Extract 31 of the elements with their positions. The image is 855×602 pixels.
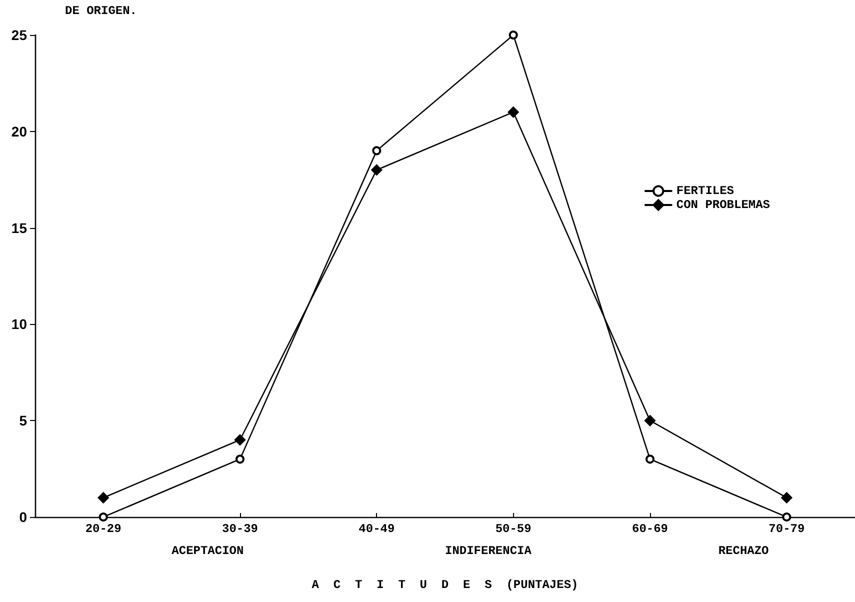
point bbox=[236, 454, 244, 464]
y-tick-label: 15 bbox=[11, 220, 28, 236]
x-tick-label: 40-49 bbox=[358, 522, 395, 536]
point bbox=[234, 434, 246, 446]
point bbox=[781, 492, 792, 504]
x-tick-label: 70-79 bbox=[768, 522, 805, 536]
point bbox=[782, 512, 792, 522]
text: RECHAZO bbox=[718, 544, 769, 558]
y-tick-label: 5 bbox=[19, 412, 28, 429]
y-tick-label: 20 bbox=[11, 123, 28, 140]
x-axis-title: A C T I T U D E S (PUNTAJES) bbox=[312, 578, 578, 592]
point bbox=[508, 106, 519, 118]
legend-label: CON PROBLEMAS bbox=[676, 198, 770, 212]
y-tick-label: 25 bbox=[11, 27, 28, 43]
legend-label: FERTILES bbox=[676, 184, 734, 198]
y-tick-label: 0 bbox=[19, 509, 28, 525]
x-tick-label: 50-59 bbox=[495, 522, 532, 536]
y-tick-label: 10 bbox=[11, 316, 28, 332]
text: INDIFERENCIA bbox=[444, 544, 532, 558]
point bbox=[98, 512, 108, 522]
point bbox=[508, 30, 518, 40]
chart-title: DE ORIGEN. bbox=[65, 4, 138, 18]
point bbox=[646, 454, 654, 464]
x-tick-label: 60-69 bbox=[632, 522, 668, 536]
point bbox=[371, 164, 382, 176]
point bbox=[98, 492, 109, 504]
x-tick-label: 20-29 bbox=[85, 522, 122, 536]
text: ACEPTACION bbox=[172, 544, 244, 558]
point bbox=[644, 415, 656, 426]
point bbox=[372, 146, 382, 156]
x-tick-label: 30-39 bbox=[222, 522, 258, 536]
